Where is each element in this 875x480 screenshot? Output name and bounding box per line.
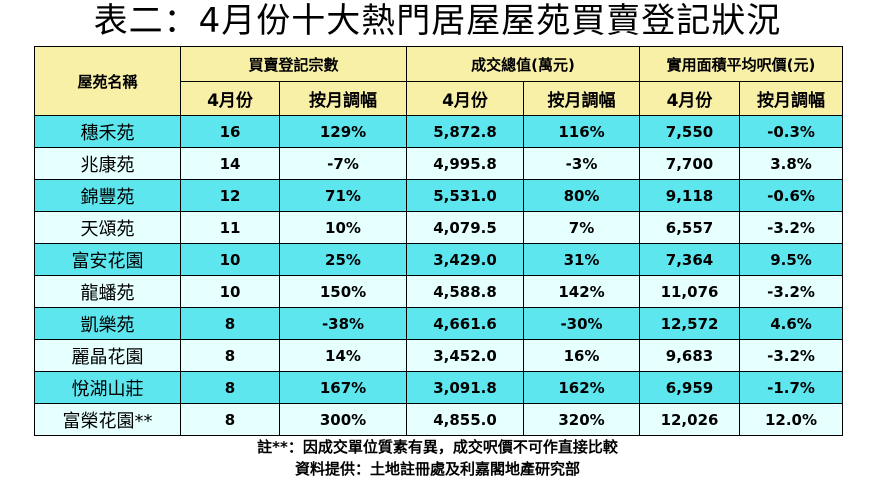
cell-value: 4,855.0 [406, 403, 525, 436]
cell-price: 7,550 [639, 115, 741, 148]
cell-estate: 天頌苑 [34, 211, 181, 244]
cell-price: 6,959 [639, 371, 741, 404]
cell-value: 4,995.8 [406, 147, 525, 180]
cell-estate: 凱樂苑 [34, 307, 181, 340]
table-row: 龍蟠苑 10 150% 4,588.8 142% 11,076 -3.2% [34, 275, 844, 308]
cell-value-change: 16% [523, 339, 641, 372]
cell-count-change: 300% [278, 403, 408, 436]
table-row: 天頌苑 11 10% 4,079.5 7% 6,557 -3.2% [34, 211, 844, 244]
cell-price-change: -1.7% [739, 371, 844, 404]
table-row: 悅湖山莊 8 167% 3,091.8 162% 6,959 -1.7% [34, 371, 844, 404]
cell-count-change: -7% [278, 147, 408, 180]
cell-count: 10 [180, 243, 280, 276]
cell-count: 12 [180, 179, 280, 212]
cell-value-change: -3% [523, 147, 641, 180]
cell-value: 5,531.0 [406, 179, 525, 212]
table-body: 穗禾苑 16 129% 5,872.8 116% 7,550 -0.3% 兆康苑 14 -7% 4,… [34, 115, 844, 436]
cell-value: 3,091.8 [406, 371, 525, 404]
header-group-price: 實用面積平均呎價(元) [639, 46, 844, 82]
table-row: 富安花園 10 25% 3,429.0 31% 7,364 9.5% [34, 243, 844, 276]
cell-value: 5,872.8 [406, 115, 525, 148]
cell-count: 11 [180, 211, 280, 244]
footnote: 註**：因成交單位質素有異，成交呎價不可作直接比較 [257, 438, 618, 456]
table-row: 錦豐苑 12 71% 5,531.0 80% 9,118 -0.6% [34, 179, 844, 212]
cell-price-change: 12.0% [739, 403, 844, 436]
table-row: 穗禾苑 16 129% 5,872.8 116% 7,550 -0.3% [34, 115, 844, 148]
cell-count-change: 167% [278, 371, 408, 404]
cell-price: 9,683 [639, 339, 741, 372]
cell-value-change: -30% [523, 307, 641, 340]
cell-value-change: 142% [523, 275, 641, 308]
header-count-month: 4月份 [180, 81, 280, 116]
cell-price-change: -3.2% [739, 275, 844, 308]
cell-price-change: -3.2% [739, 211, 844, 244]
cell-count-change: 10% [278, 211, 408, 244]
header-group-count: 買賣登記宗數 [179, 46, 408, 82]
header-estate-name: 屋苑名稱 [34, 46, 181, 116]
cell-price: 11,076 [639, 275, 741, 308]
header-price-month: 4月份 [639, 81, 741, 116]
cell-value-change: 31% [523, 243, 641, 276]
cell-estate: 悅湖山莊 [34, 371, 181, 404]
cell-count: 8 [180, 307, 280, 340]
cell-value: 3,429.0 [406, 243, 525, 276]
cell-price-change: 9.5% [739, 243, 844, 276]
table-row: 麗晶花園 8 14% 3,452.0 16% 9,683 -3.2% [34, 339, 844, 372]
table-row: 凱樂苑 8 -38% 4,661.6 -30% 12,572 4.6% [34, 307, 844, 340]
cell-estate: 穗禾苑 [34, 115, 181, 148]
cell-estate: 龍蟠苑 [34, 275, 181, 308]
cell-estate: 錦豐苑 [34, 179, 181, 212]
cell-price: 9,118 [639, 179, 741, 212]
cell-price-change: -3.2% [739, 339, 844, 372]
cell-count-change: 129% [278, 115, 408, 148]
header-value-month: 4月份 [406, 81, 525, 116]
header-row-groups: 屋苑名稱 買賣登記宗數 成交總值(萬元) 實用面積平均呎價(元) [34, 46, 844, 116]
cell-price-change: -0.6% [739, 179, 844, 212]
cell-value-change: 320% [523, 403, 641, 436]
table-row: 兆康苑 14 -7% 4,995.8 -3% 7,700 3.8% [34, 147, 844, 180]
cell-estate: 富安花園 [34, 243, 181, 276]
cell-count: 14 [180, 147, 280, 180]
cell-price: 12,026 [639, 403, 741, 436]
cell-estate: 麗晶花園 [34, 339, 181, 372]
transaction-table: 屋苑名稱 買賣登記宗數 成交總值(萬元) 實用面積平均呎價(元) 4月份 按月調… [34, 46, 844, 436]
page-title: 表二：4月份十大熱門居屋屋苑買賣登記狀況 [93, 1, 782, 41]
cell-count: 8 [180, 339, 280, 372]
cell-value-change: 162% [523, 371, 641, 404]
cell-value: 4,661.6 [406, 307, 525, 340]
cell-count-change: 150% [278, 275, 408, 308]
header-price-change: 按月調幅 [739, 81, 844, 116]
cell-price: 12,572 [639, 307, 741, 340]
cell-value: 3,452.0 [406, 339, 525, 372]
cell-estate: 兆康苑 [34, 147, 181, 180]
cell-price: 7,364 [639, 243, 741, 276]
cell-price-change: 4.6% [739, 307, 844, 340]
table-row: 富榮花園** 8 300% 4,855.0 320% 12,026 12.0% [34, 403, 844, 436]
header-count-change: 按月調幅 [278, 81, 408, 116]
cell-count: 8 [180, 371, 280, 404]
cell-count-change: 71% [278, 179, 408, 212]
cell-count-change: -38% [278, 307, 408, 340]
cell-count-change: 14% [278, 339, 408, 372]
cell-value-change: 80% [523, 179, 641, 212]
header-row-sub: 4月份 按月調幅 4月份 按月調幅 4月份 按月調幅 [35, 81, 844, 116]
cell-value-change: 7% [523, 211, 641, 244]
cell-count: 10 [180, 275, 280, 308]
source-note: 資料提供：土地註冊處及利嘉閣地產研究部 [294, 460, 580, 478]
header-group-value: 成交總值(萬元) [406, 46, 641, 82]
cell-price-change: -0.3% [739, 115, 844, 148]
cell-price-change: 3.8% [739, 147, 844, 180]
cell-price: 7,700 [639, 147, 741, 180]
cell-value: 4,079.5 [406, 211, 525, 244]
cell-estate: 富榮花園** [34, 403, 181, 436]
cell-count: 16 [180, 115, 280, 148]
cell-price: 6,557 [639, 211, 741, 244]
cell-value: 4,588.8 [406, 275, 525, 308]
cell-count-change: 25% [278, 243, 408, 276]
cell-count: 8 [180, 403, 280, 436]
cell-value-change: 116% [523, 115, 641, 148]
header-value-change: 按月調幅 [523, 81, 641, 116]
